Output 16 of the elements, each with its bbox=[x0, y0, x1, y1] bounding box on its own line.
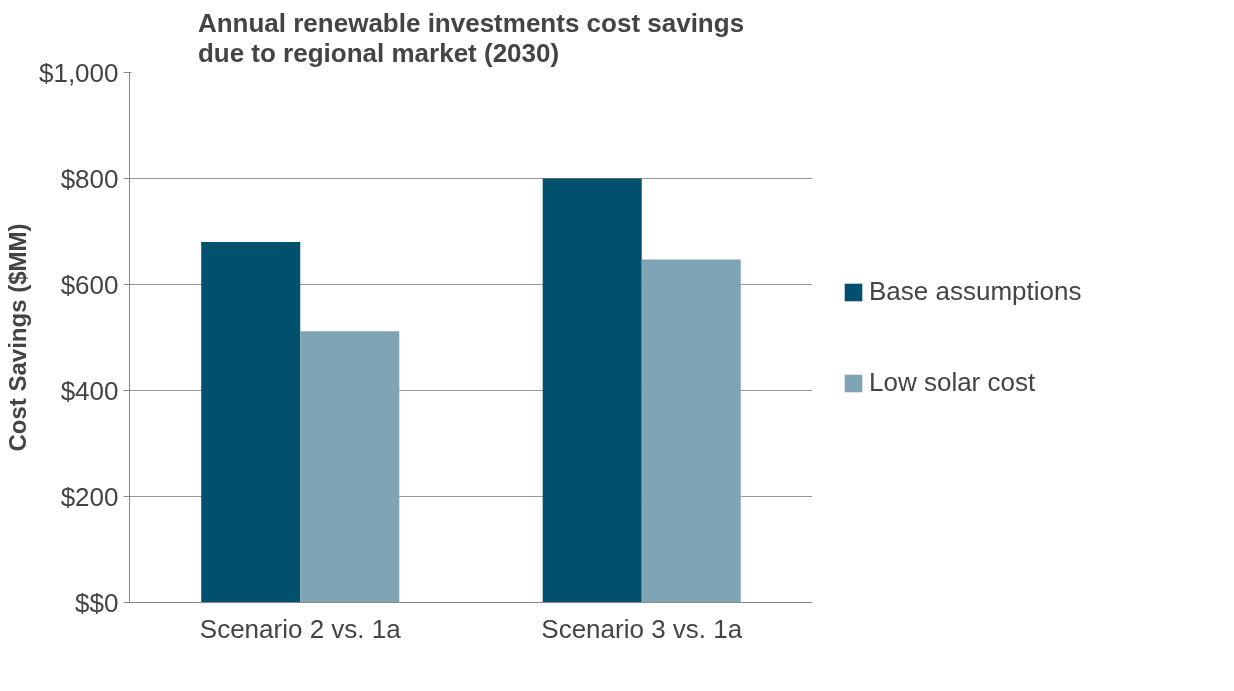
bar bbox=[300, 331, 400, 603]
y-tick-label: $400 bbox=[60, 375, 119, 406]
y-tick-label: $1,000 bbox=[38, 57, 119, 88]
y-tick-label: $$0 bbox=[75, 587, 119, 618]
x-tick-label: Scenario 2 vs. 1a bbox=[199, 613, 402, 644]
bar bbox=[201, 242, 301, 603]
x-tick-label: Scenario 3 vs. 1a bbox=[541, 613, 743, 644]
legend-label: Low solar cost bbox=[869, 367, 1036, 398]
legend-label: Base assumptions bbox=[869, 276, 1082, 307]
bar bbox=[542, 178, 642, 603]
y-axis-title: Cost Savings ($MM) bbox=[3, 223, 31, 452]
y-tick-label: $600 bbox=[60, 269, 119, 300]
y-tick-label: $800 bbox=[60, 163, 119, 194]
chart-title: Annual renewable investments cost savings due to regional market (2030) bbox=[197, 7, 745, 68]
bar bbox=[641, 259, 741, 603]
y-tick-label: $200 bbox=[60, 481, 119, 512]
